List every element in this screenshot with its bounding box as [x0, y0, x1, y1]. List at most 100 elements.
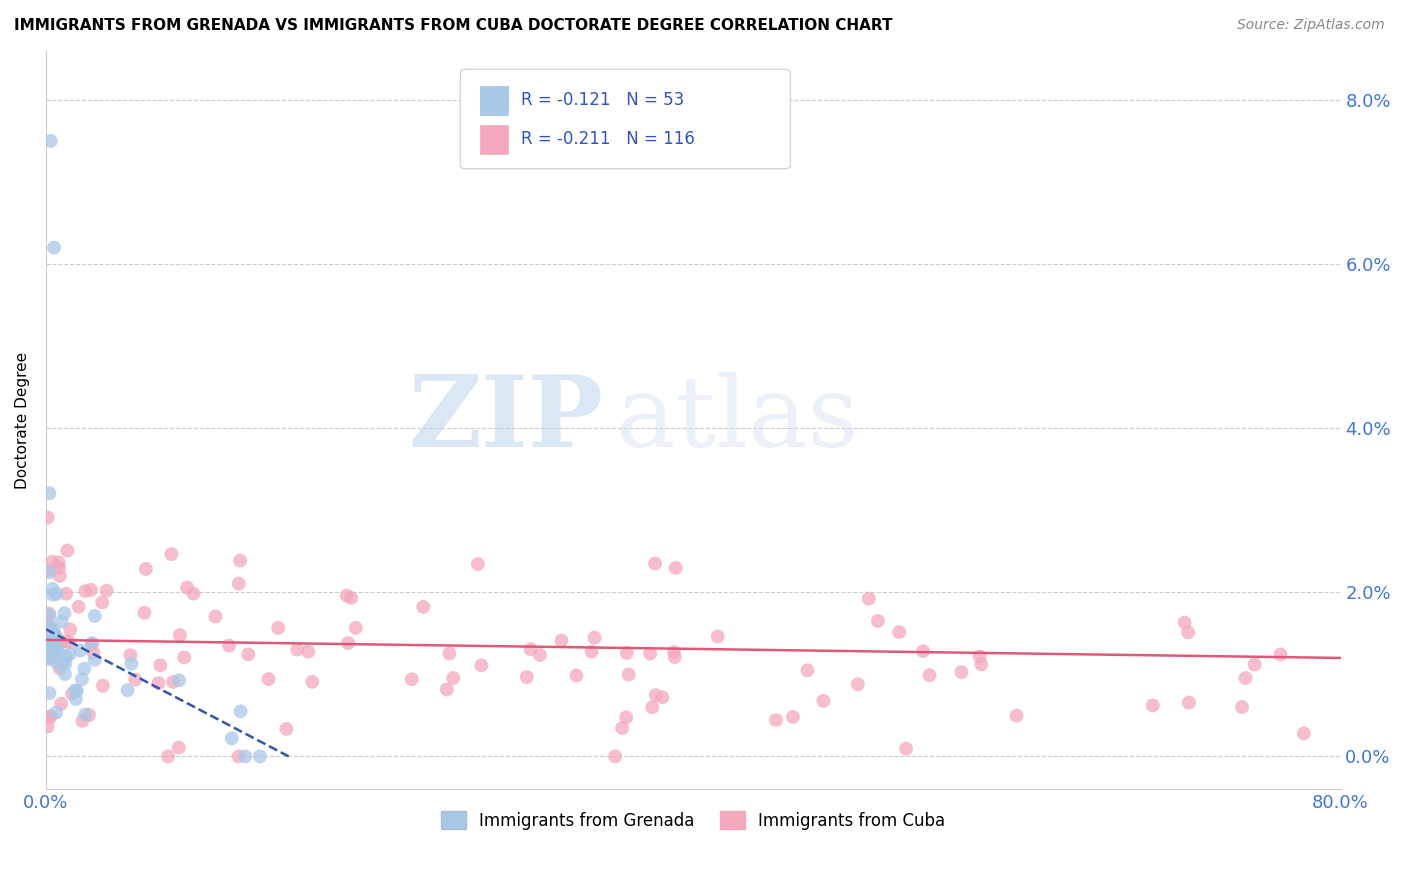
Point — [51, 697, 73, 711]
Point — [66, 684, 89, 698]
Point — [950, 665, 973, 680]
Text: IMMIGRANTS FROM GRENADA VS IMMIGRANTS FROM CUBA DOCTORATE DEGREE CORRELATION CHA: IMMIGRANTS FROM GRENADA VS IMMIGRANTS FR… — [14, 18, 893, 33]
Point — [44, 631, 66, 645]
Point — [135, 562, 157, 576]
Point — [37, 719, 59, 733]
Point — [46, 642, 69, 657]
Point — [37, 510, 59, 524]
Point — [75, 584, 97, 599]
Point — [117, 683, 139, 698]
Point — [56, 543, 79, 558]
Point — [340, 591, 363, 605]
Point — [638, 647, 661, 661]
Point — [59, 647, 82, 661]
Point — [616, 646, 638, 660]
Point — [45, 629, 67, 643]
Point — [1177, 625, 1199, 640]
Point — [238, 648, 260, 662]
Point — [39, 709, 62, 723]
Point — [48, 556, 70, 570]
Point — [218, 639, 240, 653]
Point — [157, 749, 180, 764]
Point — [124, 673, 146, 687]
Point — [39, 709, 62, 723]
Point — [37, 614, 59, 628]
Point — [610, 721, 633, 735]
Point — [301, 674, 323, 689]
Point — [55, 657, 77, 671]
Point — [162, 675, 184, 690]
Point — [35, 636, 58, 650]
Point — [55, 634, 77, 648]
Point — [529, 648, 551, 662]
Point — [59, 623, 82, 637]
Point — [51, 615, 73, 629]
Point — [276, 722, 298, 736]
Point — [337, 636, 360, 650]
Point — [846, 677, 869, 691]
Point — [516, 670, 538, 684]
Point — [35, 640, 58, 654]
Point — [470, 658, 492, 673]
Text: atlas: atlas — [616, 372, 858, 467]
Point — [519, 642, 541, 657]
Point — [38, 607, 60, 622]
Point — [1230, 700, 1253, 714]
Point — [39, 644, 62, 658]
Point — [42, 624, 65, 639]
Point — [1005, 708, 1028, 723]
Point — [42, 588, 65, 602]
Point — [38, 652, 60, 666]
Point — [60, 687, 83, 701]
Point — [120, 657, 142, 671]
Point — [77, 707, 100, 722]
Point — [169, 628, 191, 642]
Point — [662, 645, 685, 659]
Point — [82, 636, 104, 650]
Point — [53, 606, 76, 620]
Point — [49, 569, 72, 583]
Point — [229, 704, 252, 718]
Point — [439, 647, 461, 661]
Point — [63, 683, 86, 698]
Point — [41, 582, 63, 596]
Point — [38, 637, 60, 651]
Point — [813, 694, 835, 708]
Point — [83, 653, 105, 667]
Point — [614, 710, 637, 724]
Point — [148, 676, 170, 690]
Point — [55, 587, 77, 601]
Point — [228, 749, 250, 764]
Point — [49, 635, 72, 649]
Point — [134, 606, 156, 620]
Point — [72, 714, 94, 728]
Text: R = -0.211   N = 116: R = -0.211 N = 116 — [522, 130, 695, 148]
Point — [183, 587, 205, 601]
Point — [467, 557, 489, 571]
Point — [55, 649, 77, 664]
Point — [75, 707, 97, 722]
Point — [45, 706, 67, 720]
Point — [204, 609, 226, 624]
Point — [38, 607, 60, 621]
Point — [344, 621, 367, 635]
Point — [664, 650, 686, 665]
Point — [80, 582, 103, 597]
Point — [796, 663, 818, 677]
Point — [436, 682, 458, 697]
Point — [37, 621, 59, 635]
Point — [401, 672, 423, 686]
Point — [765, 713, 787, 727]
Point — [581, 644, 603, 658]
Point — [229, 553, 252, 567]
Point — [565, 668, 588, 682]
Point — [644, 557, 666, 571]
FancyBboxPatch shape — [460, 70, 790, 169]
Point — [249, 749, 271, 764]
Point — [91, 679, 114, 693]
Point — [969, 649, 991, 664]
Point — [45, 587, 67, 601]
Point — [297, 644, 319, 658]
Point — [38, 563, 60, 577]
Point — [889, 625, 911, 640]
